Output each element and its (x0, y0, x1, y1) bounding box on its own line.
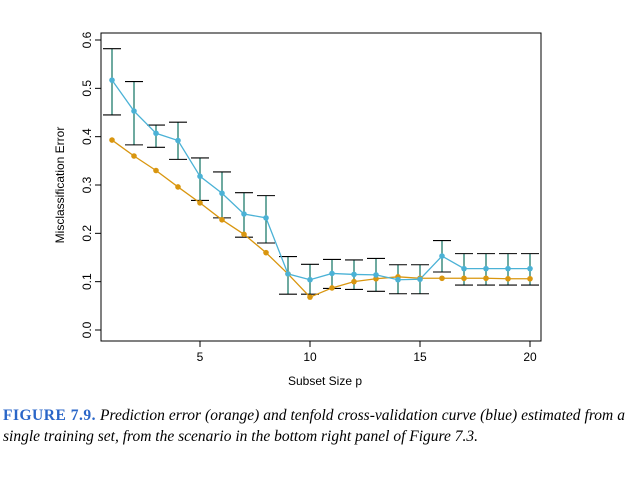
cv_error-point (329, 270, 335, 277)
y-tick-label: 0.5 (80, 80, 94, 97)
cv_error-point (241, 211, 247, 217)
cv_error-point (175, 137, 181, 144)
y-tick-label: 0.6 (80, 31, 94, 48)
cv_error-point (351, 271, 357, 278)
y-tick-label: 0.1 (80, 273, 94, 290)
cv_error-point (439, 253, 445, 259)
cv_error-point (307, 276, 313, 283)
x-axis-label: Subset Size p (288, 374, 362, 388)
y-axis: 0.0 0.1 0.2 0.3 0.4 0.5 0.6 (80, 31, 101, 338)
x-tick-label: 20 (523, 350, 537, 364)
chart: 5 10 15 20 0.0 0.1 0.2 0.3 0.4 0.5 0.6 Subset Siz… (53, 31, 542, 388)
y-tick-label: 0.4 (80, 128, 94, 145)
x-axis: 5 10 15 20 (197, 341, 537, 364)
figure-caption-text: Prediction error (orange) and tenfold cr… (3, 407, 625, 445)
prediction_error-point (483, 275, 489, 282)
cv_error-point (395, 276, 401, 283)
cv_error-point (109, 77, 115, 83)
cv_error-point (483, 265, 489, 272)
prediction_error-point (307, 294, 313, 300)
series-points (109, 77, 533, 300)
prediction_error-point (329, 285, 335, 291)
cv-error-bars (103, 48, 539, 295)
prediction_error-point (153, 167, 159, 174)
prediction_error-point (263, 249, 269, 256)
prediction_error-point (505, 275, 511, 282)
cv_error-point (417, 276, 423, 283)
cv_error-point (219, 190, 225, 197)
cv_error-point (505, 265, 511, 272)
prediction_error-point (527, 275, 533, 282)
prediction_error-point (351, 278, 357, 285)
prediction_error-point (109, 137, 115, 143)
cv_error-line (111, 79, 530, 281)
cv_error-point (153, 130, 159, 137)
figure-caption: FIGURE 7.9. Prediction error (orange) an… (3, 405, 625, 447)
prediction_error-line (111, 139, 530, 298)
cv_error-point (373, 272, 379, 278)
prediction_error-point (461, 275, 467, 282)
cv_error-point (197, 173, 203, 180)
prediction_error-point (373, 275, 379, 282)
cv_error-point (131, 108, 137, 114)
figure-label: FIGURE 7.9. (3, 407, 97, 424)
prediction_error-point (175, 184, 181, 190)
x-tick-label: 5 (197, 350, 204, 364)
cv_error-point (527, 265, 533, 272)
cv_error-point (461, 265, 467, 272)
x-tick-label: 10 (303, 350, 317, 364)
prediction_error-point (241, 231, 247, 238)
y-axis-label: Misclassification Error (53, 127, 67, 244)
prediction_error-point (219, 217, 225, 223)
cv_error-point (285, 271, 291, 277)
y-tick-label: 0.0 (80, 321, 94, 338)
prediction_error-point (197, 200, 203, 206)
x-tick-label: 15 (413, 350, 427, 364)
prediction_error-point (131, 153, 137, 159)
y-tick-label: 0.3 (80, 176, 94, 193)
prediction_error-point (439, 275, 445, 282)
plot-frame (100, 32, 542, 342)
y-tick-label: 0.2 (80, 225, 94, 242)
series-lines (111, 79, 530, 298)
cv_error-point (263, 215, 269, 221)
